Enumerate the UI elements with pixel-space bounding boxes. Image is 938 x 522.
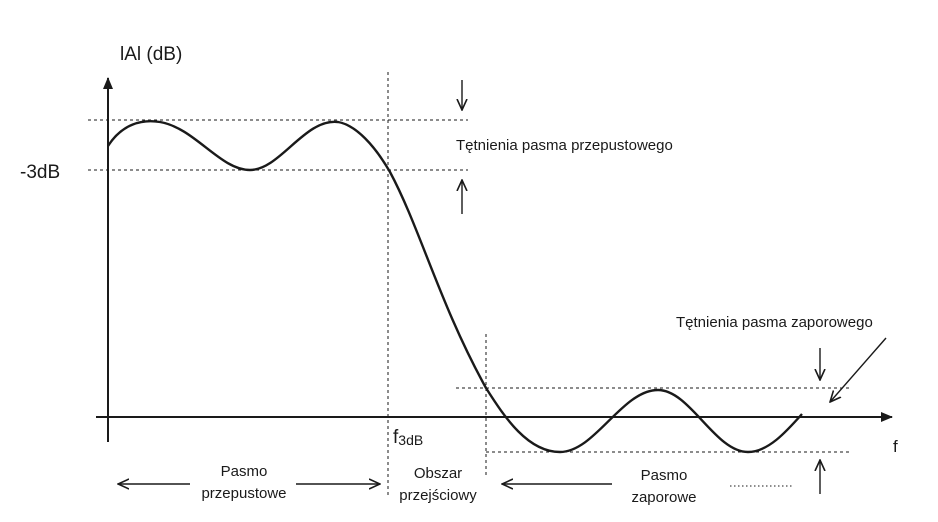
stopband-ripple-label: Tętnienia pasma zaporowego: [676, 314, 873, 331]
y-axis-label: lAl (dB): [120, 44, 182, 65]
stopband-label-line2: zaporowe: [631, 489, 696, 506]
x-axis-label: f: [893, 437, 898, 456]
reference-lines: [88, 72, 850, 498]
passband-label-line2: przepustowe: [201, 485, 286, 502]
passband-ripple-label: Tętnienia pasma przepustowego: [456, 137, 673, 154]
response-curve: [106, 120, 803, 454]
f3db-sub: 3dB: [398, 432, 423, 448]
minus-3db-label: -3dB: [20, 162, 60, 183]
passband-label-line1: Pasmo: [221, 463, 268, 480]
stopband-label-line1: Pasmo: [641, 467, 688, 484]
transition-label-line2: przejściowy: [399, 487, 477, 504]
stopband-ripple-pointer: [830, 337, 887, 402]
transition-label-line1: Obszar: [414, 465, 462, 482]
f3db-label: f3dB: [393, 427, 423, 448]
f3db-main: f: [393, 427, 399, 448]
